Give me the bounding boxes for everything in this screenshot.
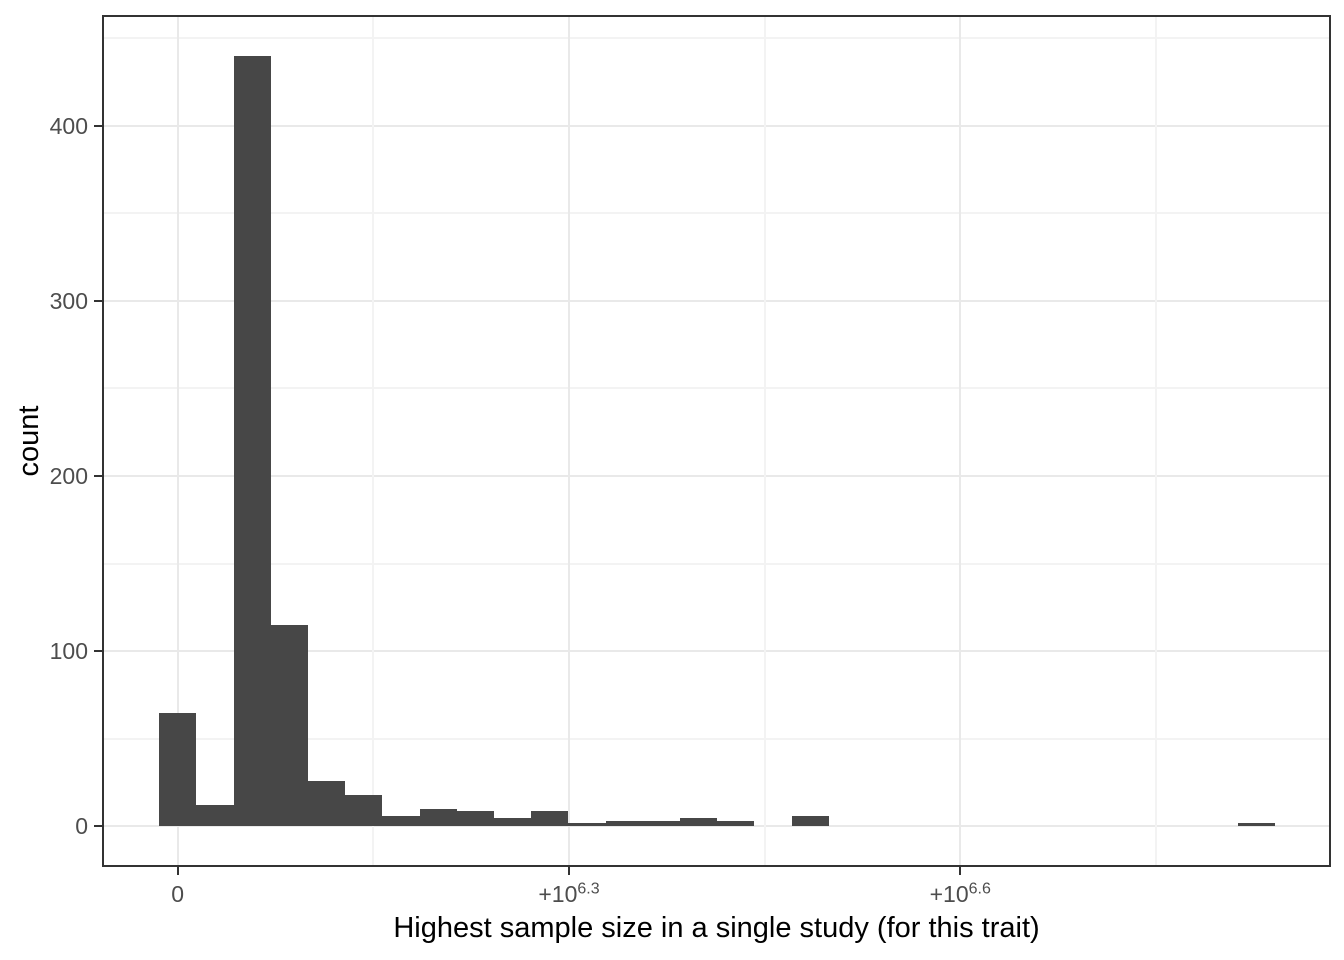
gridline-x-minor [763,17,766,865]
histogram-bar [159,712,197,827]
plot-area [104,17,1329,865]
y-tick-label: 0 [75,813,88,840]
histogram-bar [680,817,718,827]
gridline-x-minor [372,17,375,865]
histogram-bar [419,808,457,827]
y-axis-title: count [13,405,45,477]
gridline-y-major [104,475,1329,478]
histogram-bar [642,821,681,827]
histogram-bar [531,810,569,827]
y-tick-label: 400 [49,112,88,139]
histogram-bar [791,815,829,827]
gridline-y-minor [104,737,1329,740]
histogram-bar [493,817,532,827]
histogram-bar [345,794,383,827]
gridline-y-minor [104,562,1329,565]
x-tick-label: 0 [171,881,185,907]
x-tick-mark [567,867,570,875]
gridline-y-major [104,650,1329,653]
histogram-bar [1238,822,1276,827]
histogram-bar [233,55,271,827]
y-tick-label: 200 [49,463,88,490]
gridline-y-minor [104,37,1329,40]
histogram-bar [270,624,308,827]
histogram-bar [717,821,755,827]
histogram-bar [196,805,234,827]
gridline-y-major [104,124,1329,127]
x-tick-label: +106.6 [929,880,991,907]
gridline-y-minor [104,387,1329,390]
histogram-bar [456,810,494,827]
plot-panel [102,15,1331,867]
gridline-y-major [104,299,1329,302]
y-tick-mark [94,650,102,653]
x-tick-mark [176,867,179,875]
y-tick-label: 100 [49,638,88,665]
histogram-bar [605,821,643,827]
y-tick-mark [94,475,102,478]
y-tick-label: 300 [49,287,88,314]
gridline-y-minor [104,212,1329,215]
y-tick-mark [94,825,102,828]
y-tick-mark [94,299,102,302]
gridline-x-major [567,17,570,865]
histogram-bar [568,822,606,827]
y-tick-mark [94,124,102,127]
histogram-bar [307,780,346,827]
histogram-bar [382,815,420,827]
x-tick-mark [959,867,962,875]
gridline-y-major [104,825,1329,828]
gridline-x-minor [1154,17,1157,865]
gridline-x-major [176,17,179,865]
x-tick-label: +106.3 [538,880,600,907]
x-axis-title: Highest sample size in a single study (f… [393,912,1040,944]
gridline-x-major [959,17,962,865]
